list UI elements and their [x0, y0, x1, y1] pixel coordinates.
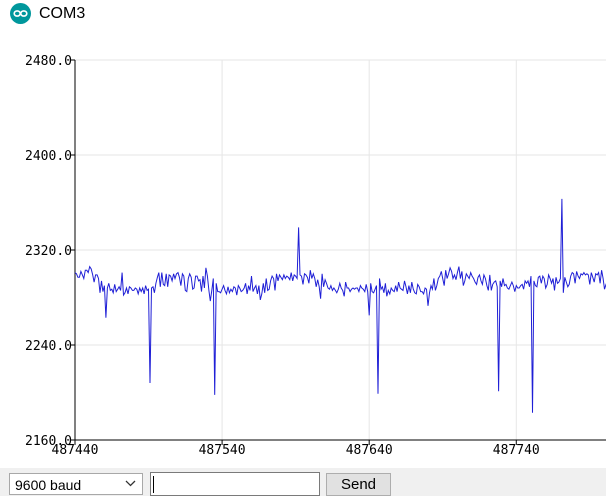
y-tick-label: 2320.0	[25, 244, 72, 259]
text-caret	[153, 476, 154, 493]
x-tick-label: 487540	[199, 443, 246, 458]
baud-rate-select[interactable]: 9600 baud	[9, 473, 143, 495]
baud-rate-value: 9600 baud	[15, 477, 82, 493]
send-input[interactable]	[150, 472, 320, 496]
y-tick-label: 2400.0	[25, 149, 72, 164]
x-tick-label: 487740	[493, 443, 540, 458]
title-bar: COM3	[0, 0, 606, 30]
y-tick-label: 2160.0	[25, 434, 72, 449]
bottom-toolbar: 9600 baud Send	[0, 468, 606, 496]
serial-plotter: 2480.0 2400.0 2320.0 2240.0 2160.0 487440 4875…	[0, 30, 606, 468]
y-tick-label: 2480.0	[25, 54, 72, 69]
x-tick-label: 487640	[346, 443, 393, 458]
arduino-infinity-icon	[10, 3, 31, 24]
series-line-0	[74, 198, 606, 413]
chevron-down-icon	[125, 480, 136, 487]
send-button[interactable]: Send	[326, 473, 391, 496]
x-tick-label: 487440	[52, 443, 99, 458]
y-tick-label: 2240.0	[25, 339, 72, 354]
window-title: COM3	[39, 5, 86, 22]
